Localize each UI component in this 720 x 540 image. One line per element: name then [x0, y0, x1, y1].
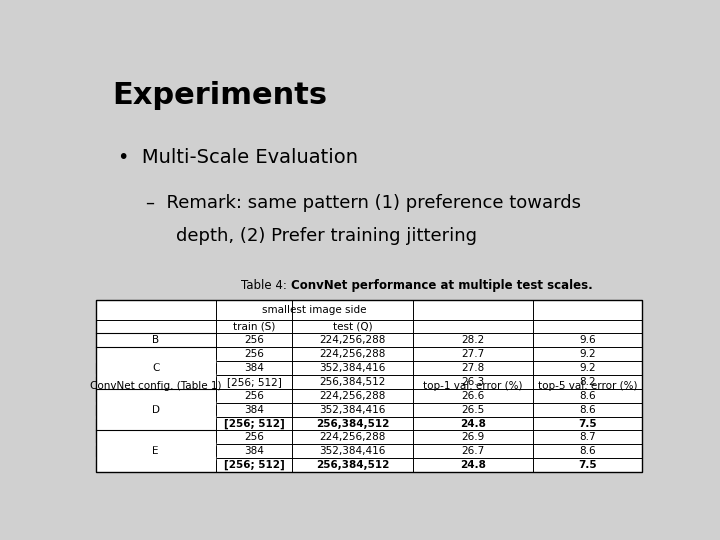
Text: 26.9: 26.9 [462, 433, 485, 442]
Text: D: D [152, 404, 160, 415]
Text: 224,256,288: 224,256,288 [320, 433, 386, 442]
Text: [256; 512]: [256; 512] [227, 377, 282, 387]
Text: 27.8: 27.8 [462, 363, 485, 373]
Text: smallest image side: smallest image side [262, 305, 366, 315]
Text: 256,384,512: 256,384,512 [320, 377, 386, 387]
Text: 8.2: 8.2 [580, 377, 596, 387]
Text: 8.6: 8.6 [580, 390, 596, 401]
Text: C: C [152, 363, 159, 373]
Text: top-5 val. error (%): top-5 val. error (%) [538, 381, 637, 391]
Text: 8.6: 8.6 [580, 404, 596, 415]
Text: ConvNet performance at multiple test scales.: ConvNet performance at multiple test sca… [291, 279, 593, 292]
Text: 9.6: 9.6 [580, 335, 596, 345]
Text: 224,256,288: 224,256,288 [320, 390, 386, 401]
Text: 256: 256 [244, 335, 264, 345]
Text: test (Q): test (Q) [333, 321, 372, 332]
Text: 7.5: 7.5 [578, 460, 597, 470]
Text: 26.5: 26.5 [462, 404, 485, 415]
Text: depth, (2) Prefer training jittering: depth, (2) Prefer training jittering [176, 227, 477, 245]
Text: top-1 val. error (%): top-1 val. error (%) [423, 381, 523, 391]
Text: 384: 384 [244, 363, 264, 373]
Text: 384: 384 [244, 404, 264, 415]
Text: 352,384,416: 352,384,416 [320, 404, 386, 415]
Text: •  Multi-Scale Evaluation: • Multi-Scale Evaluation [118, 148, 358, 167]
Text: 352,384,416: 352,384,416 [320, 363, 386, 373]
Text: 8.7: 8.7 [580, 433, 596, 442]
Text: 384: 384 [244, 447, 264, 456]
Text: 24.8: 24.8 [460, 418, 486, 429]
Text: 26.7: 26.7 [462, 447, 485, 456]
Text: 256: 256 [244, 390, 264, 401]
Text: 224,256,288: 224,256,288 [320, 349, 386, 359]
Text: 224,256,288: 224,256,288 [320, 335, 386, 345]
Text: [256; 512]: [256; 512] [224, 418, 284, 429]
Text: Experiments: Experiments [112, 82, 328, 111]
Text: E: E [153, 447, 159, 456]
Text: 256: 256 [244, 433, 264, 442]
Text: 8.6: 8.6 [580, 447, 596, 456]
Text: 9.2: 9.2 [580, 363, 596, 373]
Text: B: B [152, 335, 159, 345]
Text: 26.6: 26.6 [462, 390, 485, 401]
Text: 9.2: 9.2 [580, 349, 596, 359]
Text: 27.7: 27.7 [462, 349, 485, 359]
Text: Table 4:: Table 4: [241, 279, 291, 292]
Text: 24.8: 24.8 [460, 460, 486, 470]
Text: 28.2: 28.2 [462, 335, 485, 345]
Text: ConvNet config. (Table 1): ConvNet config. (Table 1) [90, 381, 222, 391]
Text: –  Remark: same pattern (1) preference towards: – Remark: same pattern (1) preference to… [145, 194, 581, 212]
Text: 256: 256 [244, 349, 264, 359]
Text: [256; 512]: [256; 512] [224, 460, 284, 470]
Text: 256,384,512: 256,384,512 [316, 460, 390, 470]
Text: 26.3: 26.3 [462, 377, 485, 387]
Text: train (S): train (S) [233, 321, 275, 332]
Text: 352,384,416: 352,384,416 [320, 447, 386, 456]
Text: 7.5: 7.5 [578, 418, 597, 429]
Text: 256,384,512: 256,384,512 [316, 418, 390, 429]
